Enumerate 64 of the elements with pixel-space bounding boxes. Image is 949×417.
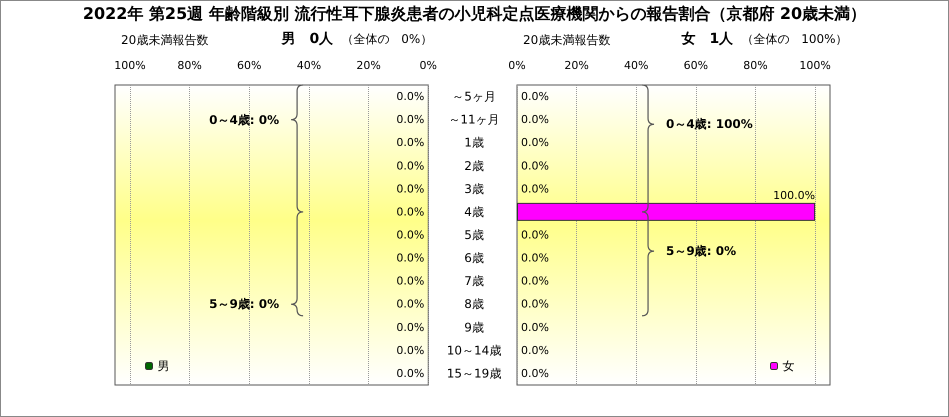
y-tick-label: ～11ヶ月 xyxy=(448,112,500,127)
y-tick-label: 8歳 xyxy=(464,297,484,312)
y-tick-label: ～5ヶ月 xyxy=(452,90,496,104)
data-label: 0.0% xyxy=(396,274,424,288)
data-label: 0.0% xyxy=(396,344,424,357)
text: 2022年 第25週 年齢階級別 流行性耳下腺炎患者の小児科定点医療機関からの報告割合（京都府 20歳未満） xyxy=(82,4,868,25)
chart-subtitle: 20歳未満報告数 xyxy=(523,32,610,49)
text: 男 0人 xyxy=(282,31,334,47)
y-tick-label: 6歳 xyxy=(464,251,484,266)
x-tick-label: 60% xyxy=(684,59,708,72)
data-label: 100.0% xyxy=(773,188,816,202)
data-label: 0.0% xyxy=(521,136,549,150)
x-tick-label: 0% xyxy=(508,59,526,72)
y-tick-label: 5歳 xyxy=(464,228,484,242)
y-tick-label: 3歳 xyxy=(464,182,484,196)
chart-subtitle: 20歳未満報告数 xyxy=(121,32,208,49)
data-label: 0.0% xyxy=(396,159,424,172)
data-label: 0.0% xyxy=(521,320,549,334)
data-label: 0.0% xyxy=(396,90,424,104)
y-tick-label: 10～14歳 xyxy=(446,343,502,358)
text: （全体の 100%） xyxy=(741,32,848,46)
x-tick-label: 60% xyxy=(237,59,262,72)
data-label: 0.0% xyxy=(396,298,424,311)
data-label: 0.0% xyxy=(521,366,549,380)
data-label: 0.0% xyxy=(396,228,424,242)
text: 女 1人 xyxy=(682,31,734,47)
legend-label: 女 xyxy=(782,359,794,373)
data-label: 0.0% xyxy=(521,113,549,126)
x-tick-label: 20% xyxy=(356,59,381,72)
group-note: 0～4歳: 0% xyxy=(209,112,280,129)
x-tick-label: 20% xyxy=(564,59,589,72)
data-label: 0.0% xyxy=(521,182,549,196)
y-tick-label: 4歳 xyxy=(464,204,484,219)
x-tick-label: 40% xyxy=(624,59,648,72)
data-label: 0.0% xyxy=(521,90,549,104)
x-tick-label: 80% xyxy=(743,59,768,72)
data-label: 0.0% xyxy=(521,159,549,172)
y-tick-label: 2歳 xyxy=(464,158,484,173)
data-label: 0.0% xyxy=(396,182,424,196)
y-tick-label: 9歳 xyxy=(464,320,484,334)
group-note: 5～9歳: 0% xyxy=(666,243,736,260)
data-label: 0.0% xyxy=(396,366,424,380)
data-label: 0.0% xyxy=(396,136,424,150)
x-tick-label: 40% xyxy=(296,59,322,72)
data-label: 0.0% xyxy=(521,252,549,265)
text: （全体の 0%） xyxy=(341,32,432,46)
data-label: 0.0% xyxy=(521,344,549,357)
group-note: 0～4歳: 100% xyxy=(666,116,753,134)
x-tick-label: 80% xyxy=(177,59,202,72)
y-tick-label: 15～19歳 xyxy=(446,366,502,380)
group-note: 5～9歳: 0% xyxy=(209,296,280,314)
x-tick-label: 100% xyxy=(114,59,146,72)
y-tick-label: 1歳 xyxy=(464,136,484,150)
data-label: 0.0% xyxy=(521,274,549,288)
data-label: 0.0% xyxy=(521,298,549,311)
x-tick-label: 0% xyxy=(420,59,437,72)
data-label: 0.0% xyxy=(521,228,549,242)
legend-label: 男 xyxy=(158,359,170,373)
x-tick-label: 100% xyxy=(799,59,831,72)
data-label: 0.0% xyxy=(396,113,424,126)
y-tick-label: 7歳 xyxy=(464,274,484,288)
data-label: 0.0% xyxy=(396,205,424,218)
data-label: 0.0% xyxy=(396,320,424,334)
data-label: 0.0% xyxy=(396,252,424,265)
